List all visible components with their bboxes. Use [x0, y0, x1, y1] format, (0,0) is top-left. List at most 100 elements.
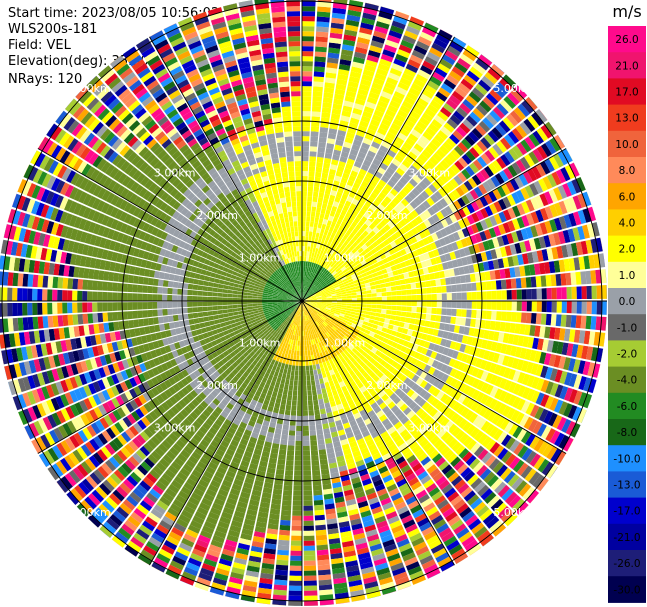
range-gate: [311, 262, 315, 268]
range-gate: [382, 474, 393, 484]
range-gate: [315, 293, 321, 297]
range-gate: [535, 163, 547, 177]
range-gate: [226, 586, 241, 595]
range-gate: [214, 572, 229, 582]
range-gate: [465, 115, 478, 127]
range-gate: [463, 180, 474, 191]
range-gate: [273, 360, 279, 367]
range-gate: [479, 272, 486, 281]
range-gate: [289, 570, 302, 576]
range-gate: [409, 16, 425, 27]
range-gate: [426, 464, 438, 474]
range-gate: [406, 289, 412, 295]
range-gate: [550, 314, 557, 326]
range-gate: [345, 290, 352, 294]
range-gate: [558, 328, 566, 341]
range-gate: [388, 30, 403, 40]
range-gate: [336, 302, 342, 305]
range-gate: [429, 99, 442, 110]
range-gate: [272, 348, 278, 355]
range-gate: [369, 203, 377, 212]
range-gate: [541, 461, 554, 476]
range-gate: [393, 451, 403, 461]
range-gate: [444, 216, 453, 226]
range-gate: [323, 162, 331, 169]
range-gate: [352, 330, 359, 337]
range-gate: [447, 332, 454, 341]
range-gate: [538, 109, 548, 121]
range-gate: [376, 288, 382, 293]
range-gate: [435, 552, 450, 563]
range-gate: [404, 259, 412, 267]
range-gate: [317, 265, 322, 271]
range-gate: [343, 240, 349, 247]
range-gate: [174, 551, 189, 562]
range-gate: [469, 547, 482, 556]
range-gate: [443, 170, 453, 181]
range-gate: [428, 342, 436, 351]
range-gate: [252, 427, 261, 435]
range-gate: [257, 592, 272, 600]
range-gate: [476, 505, 490, 518]
range-gate: [304, 271, 307, 277]
range-gate: [540, 365, 549, 379]
range-gate: [463, 490, 476, 502]
range-gate: [306, 302, 312, 305]
range-gate: [241, 486, 252, 495]
range-gate: [325, 308, 331, 312]
range-gate: [304, 305, 307, 311]
range-gate: [563, 403, 573, 418]
range-gate: [419, 411, 429, 421]
range-gate: [440, 383, 450, 393]
range-gate: [440, 218, 449, 228]
range-gate: [410, 357, 418, 366]
range-gate: [325, 318, 331, 323]
range-gate: [219, 516, 231, 525]
range-gate: [480, 488, 493, 501]
range-gate: [322, 268, 327, 274]
range-gate: [367, 274, 374, 279]
range-gate: [309, 420, 316, 426]
range-gate: [576, 301, 582, 314]
range-gate: [437, 556, 452, 568]
range-gate: [168, 531, 182, 542]
range-gate: [319, 458, 328, 465]
range-gate: [330, 472, 340, 479]
range-gate: [344, 136, 354, 144]
range-gate: [436, 499, 449, 510]
range-gate: [427, 357, 435, 366]
range-gate: [404, 334, 412, 342]
range-gate: [297, 315, 300, 321]
range-gate: [431, 223, 440, 232]
range-gate: [261, 388, 268, 395]
range-gate: [334, 246, 340, 253]
range-gate: [492, 461, 504, 474]
range-gate: [383, 171, 393, 180]
range-gate: [371, 337, 378, 343]
range-gate: [327, 274, 333, 279]
range-gate: [529, 349, 537, 362]
range-gate: [471, 309, 477, 319]
range-gate: [413, 430, 423, 441]
range-gate: [549, 397, 559, 412]
range-gate: [365, 59, 378, 68]
range-gate: [430, 257, 437, 266]
range-gate: [549, 219, 558, 232]
range-gate: [399, 105, 411, 115]
range-gate: [586, 285, 592, 300]
range-gate: [361, 290, 367, 295]
range-gate: [595, 316, 602, 331]
range-gate: [310, 349, 314, 356]
range-gate: [311, 295, 317, 298]
range-gate: [269, 513, 280, 520]
range-gate: [329, 426, 337, 433]
range-gate: [290, 545, 302, 551]
range-gate: [303, 286, 305, 292]
range-gate: [366, 96, 378, 105]
range-gate: [406, 301, 412, 306]
range-gate: [280, 439, 288, 446]
range-gate: [302, 191, 307, 197]
range-gate: [497, 403, 507, 415]
range-gate: [382, 86, 395, 95]
range-gate: [261, 562, 275, 570]
